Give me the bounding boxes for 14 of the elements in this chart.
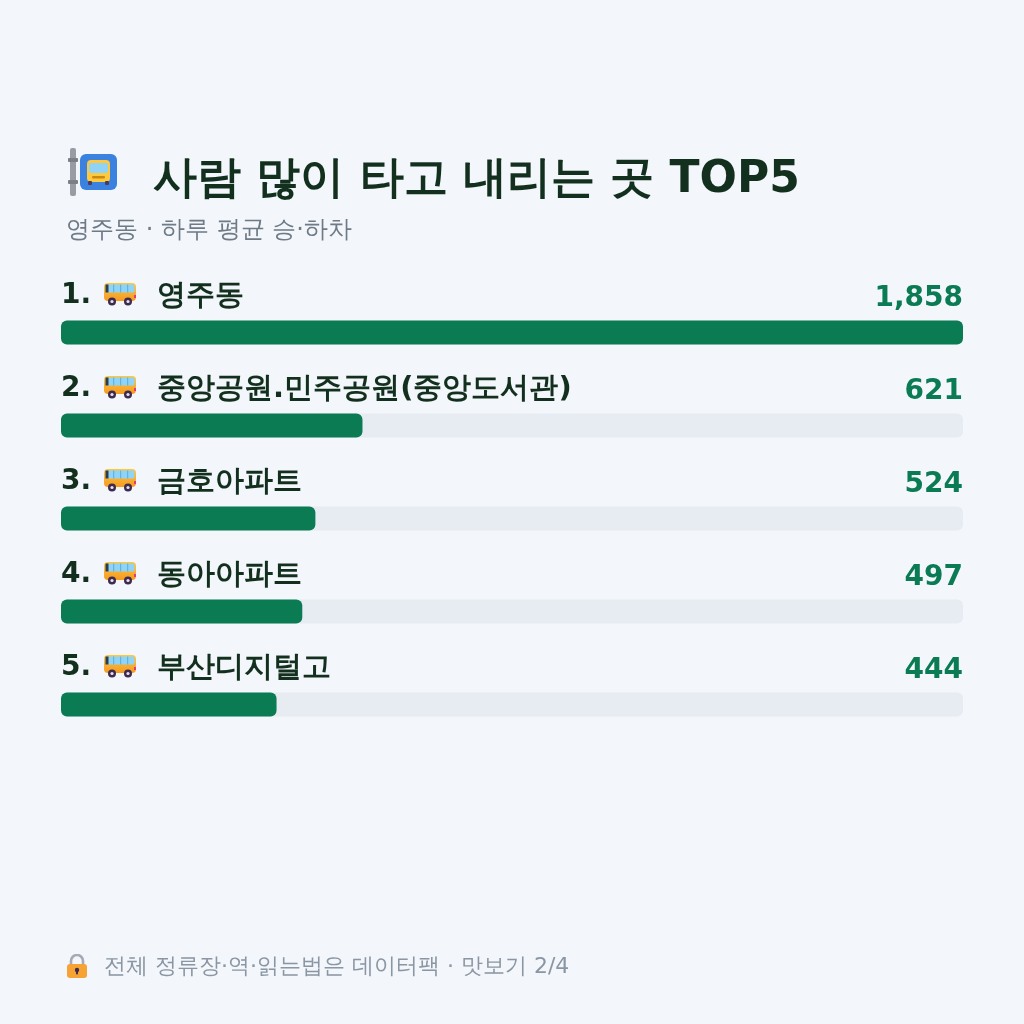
category-label: 2. 중앙공원.민주공원(중앙도서관) [61,369,572,404]
data-label: 497 [904,559,963,592]
category-label: 5. 부산디지털고 [61,648,332,683]
bar [61,692,277,717]
category-label: 1. 영주동 [61,276,245,311]
data-label: 1,858 [874,280,963,313]
chart-subtitle: 영주동 · 하루 평균 승·하차 [66,215,352,243]
category-label: 4. 동아아파트 [61,555,303,590]
data-label: 621 [904,373,963,406]
category-label: 3. 금호아파트 [61,462,303,497]
text: 전체 정류장·역·읽는법은 데이터팩 · 맛보기 2/4 [104,952,570,978]
chart-title: 사람 많이 타고 내리는 곳 TOP5 [153,150,800,202]
data-label: 444 [904,652,963,685]
data-label: 524 [904,466,963,499]
